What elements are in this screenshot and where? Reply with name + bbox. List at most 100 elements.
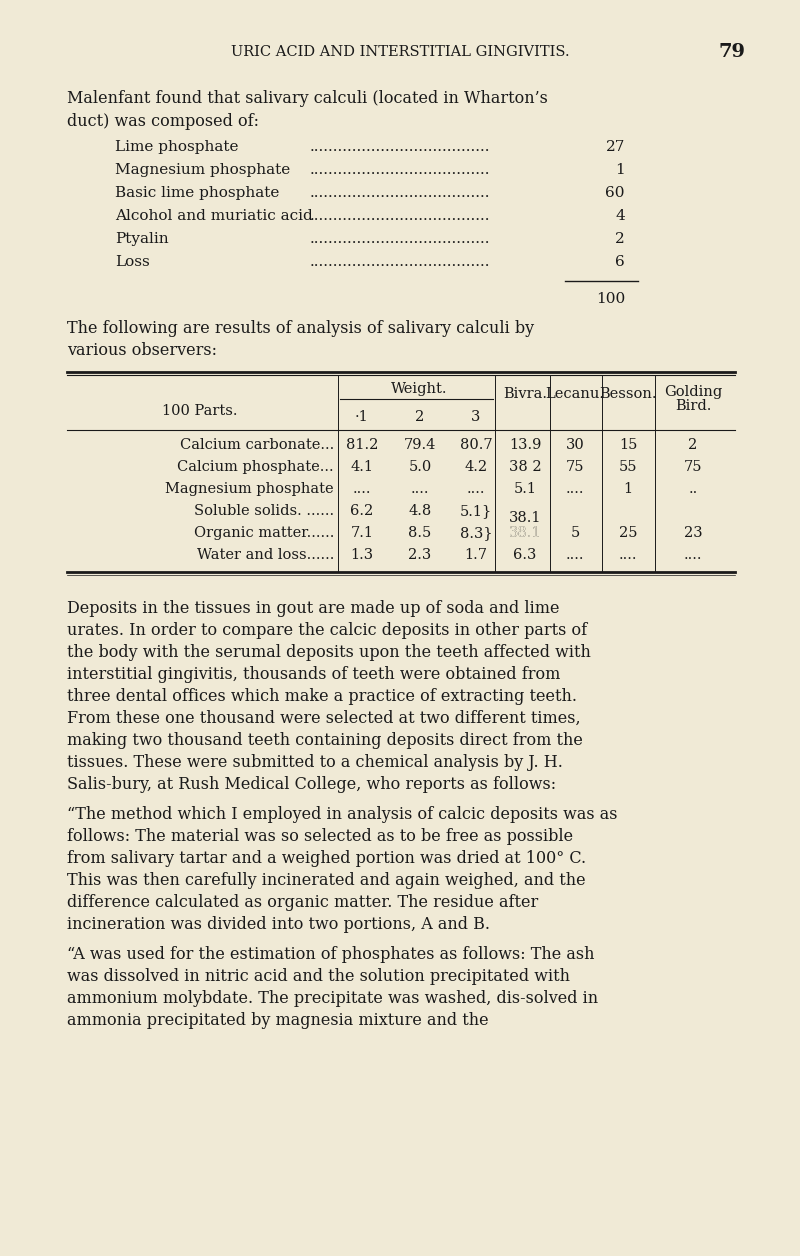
Text: ....: .... bbox=[353, 482, 371, 496]
Text: was dissolved in nitric acid and the solution precipitated with: was dissolved in nitric acid and the sol… bbox=[67, 968, 570, 985]
Text: tissues. These were submitted to a chemical analysis by J. H.: tissues. These were submitted to a chemi… bbox=[67, 754, 563, 771]
Text: ....: .... bbox=[566, 482, 584, 496]
Text: 38 2: 38 2 bbox=[509, 460, 542, 474]
Text: ....: .... bbox=[566, 548, 584, 561]
Text: 4.8: 4.8 bbox=[408, 504, 432, 517]
Text: 4.1: 4.1 bbox=[350, 460, 374, 474]
Text: follows: The material was so selected as to be free as possible: follows: The material was so selected as… bbox=[67, 828, 573, 845]
Text: ......................................: ...................................... bbox=[310, 186, 490, 200]
Text: from salivary tartar and a weighed portion was dried at 100° C.: from salivary tartar and a weighed porti… bbox=[67, 850, 586, 867]
Text: interstitial gingivitis, thousands of teeth were obtained from: interstitial gingivitis, thousands of te… bbox=[67, 666, 560, 683]
Text: 2: 2 bbox=[688, 438, 698, 452]
Text: 81.2: 81.2 bbox=[346, 438, 378, 452]
Text: 1.3: 1.3 bbox=[350, 548, 374, 561]
Text: 6: 6 bbox=[615, 255, 625, 269]
Text: 38.1: 38.1 bbox=[509, 526, 542, 540]
Text: 2.3: 2.3 bbox=[408, 548, 432, 561]
Text: 79.4: 79.4 bbox=[404, 438, 436, 452]
Text: ....: .... bbox=[618, 548, 638, 561]
Text: 5.0: 5.0 bbox=[408, 460, 432, 474]
Text: 5.1}: 5.1} bbox=[460, 504, 492, 517]
Text: ammonia precipitated by magnesia mixture and the: ammonia precipitated by magnesia mixture… bbox=[67, 1012, 489, 1029]
Text: 3: 3 bbox=[471, 409, 481, 425]
Text: 2: 2 bbox=[615, 232, 625, 246]
Text: Alcohol and muriatic acid: Alcohol and muriatic acid bbox=[115, 208, 313, 224]
Text: 2: 2 bbox=[415, 409, 425, 425]
Text: 75: 75 bbox=[684, 460, 702, 474]
Text: 38.1: 38.1 bbox=[509, 511, 542, 525]
Text: Organic matter......: Organic matter...... bbox=[194, 526, 334, 540]
Text: 13.9: 13.9 bbox=[509, 438, 541, 452]
Text: Besson.: Besson. bbox=[599, 387, 657, 401]
Text: Golding: Golding bbox=[664, 386, 722, 399]
Text: ......................................: ...................................... bbox=[310, 255, 490, 269]
Text: This was then carefully incinerated and again weighed, and the: This was then carefully incinerated and … bbox=[67, 872, 586, 889]
Text: 8.3}: 8.3} bbox=[460, 526, 492, 540]
Text: 1.7: 1.7 bbox=[465, 548, 487, 561]
Text: Loss: Loss bbox=[115, 255, 150, 269]
Text: ammonium molybdate. The precipitate was washed, dis-solved in: ammonium molybdate. The precipitate was … bbox=[67, 990, 598, 1007]
Text: various observers:: various observers: bbox=[67, 342, 217, 359]
Text: 75: 75 bbox=[566, 460, 584, 474]
Text: URIC ACID AND INTERSTITIAL GINGIVITIS.: URIC ACID AND INTERSTITIAL GINGIVITIS. bbox=[230, 45, 570, 59]
Text: difference calculated as organic matter. The residue after: difference calculated as organic matter.… bbox=[67, 894, 538, 911]
Text: 4: 4 bbox=[615, 208, 625, 224]
Text: 38.1: 38.1 bbox=[509, 526, 542, 540]
Text: making two thousand teeth containing deposits direct from the: making two thousand teeth containing dep… bbox=[67, 732, 583, 749]
Text: The following are results of analysis of salivary calculi by: The following are results of analysis of… bbox=[67, 320, 534, 337]
Text: Soluble solids. ......: Soluble solids. ...... bbox=[194, 504, 334, 517]
Text: ....: .... bbox=[466, 482, 486, 496]
Text: Weight.: Weight. bbox=[391, 382, 447, 396]
Text: Ptyalin: Ptyalin bbox=[115, 232, 169, 246]
Text: “The method which I employed in analysis of calcic deposits was as: “The method which I employed in analysis… bbox=[67, 806, 618, 823]
Text: “A was used for the estimation of phosphates as follows: The ash: “A was used for the estimation of phosph… bbox=[67, 946, 594, 963]
Text: 27: 27 bbox=[606, 139, 625, 154]
Text: urates. In order to compare the calcic deposits in other parts of: urates. In order to compare the calcic d… bbox=[67, 622, 587, 639]
Text: 23: 23 bbox=[684, 526, 702, 540]
Text: Malenfant found that salivary calculi (located in Wharton’s: Malenfant found that salivary calculi (l… bbox=[67, 90, 548, 107]
Text: 1: 1 bbox=[623, 482, 633, 496]
Text: Magnesium phosphate: Magnesium phosphate bbox=[115, 163, 290, 177]
Text: 60: 60 bbox=[606, 186, 625, 200]
Text: Calcium carbonate...: Calcium carbonate... bbox=[180, 438, 334, 452]
Text: Lime phosphate: Lime phosphate bbox=[115, 139, 238, 154]
Text: duct) was composed of:: duct) was composed of: bbox=[67, 113, 259, 131]
Text: 100 Parts.: 100 Parts. bbox=[162, 404, 238, 418]
Text: 30: 30 bbox=[566, 438, 584, 452]
Text: Salis-bury, at Rush Medical College, who reports as follows:: Salis-bury, at Rush Medical College, who… bbox=[67, 776, 556, 793]
Text: 25: 25 bbox=[618, 526, 638, 540]
Text: ......................................: ...................................... bbox=[310, 163, 490, 177]
Text: Bird.: Bird. bbox=[675, 399, 711, 413]
Text: 80.7: 80.7 bbox=[460, 438, 492, 452]
Text: 6.3: 6.3 bbox=[514, 548, 537, 561]
Text: ....: .... bbox=[684, 548, 702, 561]
Text: ......................................: ...................................... bbox=[310, 232, 490, 246]
Text: 7.1: 7.1 bbox=[350, 526, 374, 540]
Text: 79: 79 bbox=[718, 43, 745, 62]
Text: incineration was divided into two portions, A and B.: incineration was divided into two portio… bbox=[67, 916, 490, 933]
Text: three dental offices which make a practice of extracting teeth.: three dental offices which make a practi… bbox=[67, 688, 577, 705]
Text: Bivra.: Bivra. bbox=[503, 387, 547, 401]
Text: 5: 5 bbox=[570, 526, 580, 540]
Text: Deposits in the tissues in gout are made up of soda and lime: Deposits in the tissues in gout are made… bbox=[67, 600, 559, 617]
Text: 100: 100 bbox=[596, 291, 625, 306]
Text: 6.2: 6.2 bbox=[350, 504, 374, 517]
Text: Calcium phosphate...: Calcium phosphate... bbox=[178, 460, 334, 474]
Text: Magnesium phosphate: Magnesium phosphate bbox=[166, 482, 334, 496]
Text: 55: 55 bbox=[618, 460, 638, 474]
Text: ....: .... bbox=[410, 482, 430, 496]
Text: ·1: ·1 bbox=[355, 409, 369, 425]
Text: 5.1: 5.1 bbox=[514, 482, 537, 496]
Text: 15: 15 bbox=[619, 438, 637, 452]
Text: From these one thousand were selected at two different times,: From these one thousand were selected at… bbox=[67, 710, 581, 727]
Text: Basic lime phosphate: Basic lime phosphate bbox=[115, 186, 279, 200]
Text: Lecanu.: Lecanu. bbox=[546, 387, 605, 401]
Text: Water and loss......: Water and loss...... bbox=[197, 548, 334, 561]
Text: ......................................: ...................................... bbox=[310, 208, 490, 224]
Text: 1: 1 bbox=[615, 163, 625, 177]
Text: ..: .. bbox=[688, 482, 698, 496]
Text: 8.5: 8.5 bbox=[408, 526, 432, 540]
Text: 4.2: 4.2 bbox=[465, 460, 487, 474]
Text: the body with the serumal deposits upon the teeth affected with: the body with the serumal deposits upon … bbox=[67, 644, 591, 661]
Text: ......................................: ...................................... bbox=[310, 139, 490, 154]
